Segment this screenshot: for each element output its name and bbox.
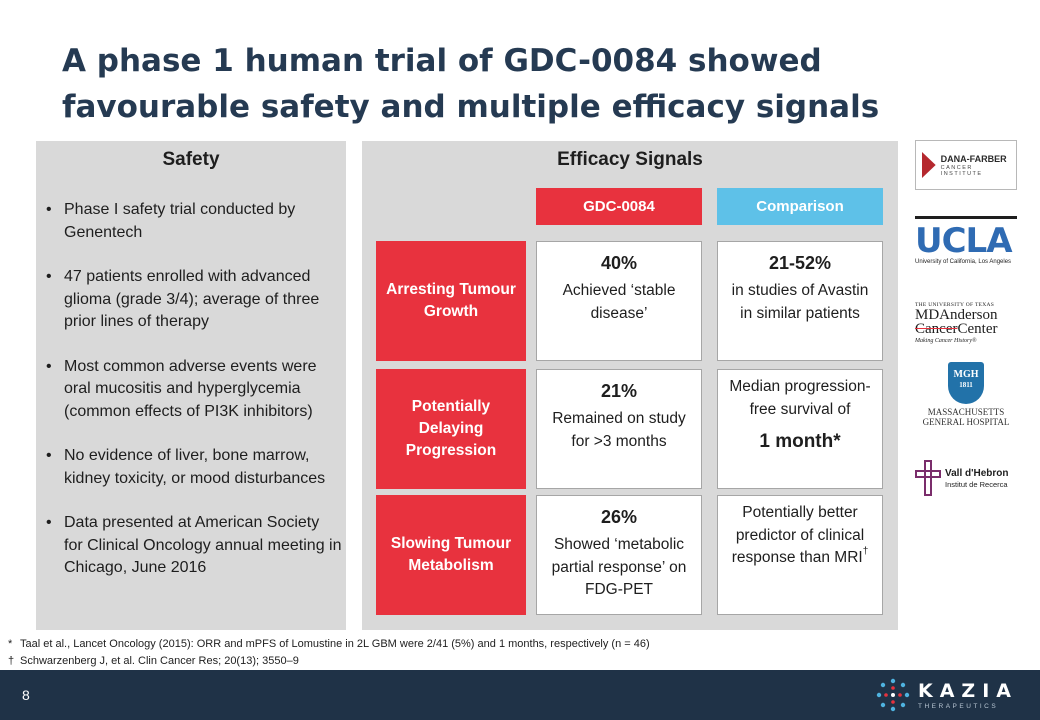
- safety-bullet: No evidence of liver, bone marrow, kidne…: [46, 445, 342, 490]
- cell-gdc-slowing-metabolism: 26% Showed ‘metabolic partial response’ …: [536, 495, 702, 615]
- footnote: * Taal et al., Lancet Oncology (2015): OR…: [8, 636, 908, 653]
- cell-comparison-delaying-progression: Median progression-free survival of 1 mo…: [717, 369, 883, 489]
- row-label-arresting-growth: Arresting Tumour Growth: [376, 241, 526, 361]
- cell-value: 1 month*: [759, 431, 841, 452]
- safety-bullet: Most common adverse events were oral muc…: [46, 356, 342, 424]
- kazia-logo: KAZIA THERAPEUTICS: [876, 678, 1018, 712]
- cell-gdc-delaying-progression: 21% Remained on study for >3 months: [536, 369, 702, 489]
- md-anderson-cancer: Cancer: [915, 321, 958, 337]
- vall-hebron-sub: Institut de Recerca: [945, 479, 1008, 489]
- ucla-sub: University of California, Los Angeles: [915, 259, 1012, 265]
- kazia-name: KAZIA: [918, 679, 1018, 702]
- vall-hebron-cross-icon: [915, 460, 941, 496]
- cell-text: Median progression-free survival of: [729, 378, 871, 418]
- dana-farber-sub: CANCER INSTITUTE: [940, 164, 983, 177]
- row-label-slowing-metabolism: Slowing Tumour Metabolism: [376, 495, 526, 615]
- dagger-footnote-mark: †: [862, 546, 869, 557]
- safety-panel: Safety Phase I safety trial conducted by…: [36, 141, 346, 630]
- md-anderson-line2: CancerCenter: [915, 321, 1017, 337]
- ucla-logo: UCLA University of California, Los Angel…: [915, 216, 1017, 270]
- footnote: † Schwarzenberg J, et al. Clin Cancer Res…: [8, 653, 908, 670]
- mgh-shield-icon: MGH 1811: [948, 362, 984, 404]
- safety-bullet: Data presented at American Society for C…: [46, 512, 342, 580]
- md-anderson-center: Center: [957, 321, 998, 337]
- mgh-shield-year: 1811: [959, 381, 973, 389]
- footer-bar: 8 KAZIA THERAPEUTICS: [0, 670, 1040, 720]
- safety-bullet-list: Phase I safety trial conducted by Genent…: [46, 199, 342, 602]
- cell-value: 40%: [600, 253, 638, 273]
- cell-text: Showed ‘metabolic partial response’ on F…: [551, 536, 687, 598]
- cell-text-body: Potentially better predictor of clinical…: [731, 504, 865, 566]
- slide-title: A phase 1 human trial of GDC-0084 showed…: [62, 43, 880, 125]
- vall-hebron-name: Vall d'Hebron: [945, 467, 1009, 479]
- ucla-wordmark: UCLA: [915, 221, 1013, 261]
- safety-heading: Safety: [162, 149, 220, 170]
- mgh-logo: MGH 1811 MASSACHUSETTS GENERAL HOSPITAL: [915, 362, 1017, 432]
- cell-value: 21-52%: [768, 253, 832, 273]
- dana-farber-logo: DANA-FARBER CANCER INSTITUTE: [915, 140, 1017, 190]
- column-header-gdc: GDC-0084: [536, 188, 702, 225]
- efficacy-panel: Efficacy Signals GDC-0084 Comparison Arr…: [362, 141, 898, 630]
- md-anderson-logo: THE UNIVERSITY OF TEXAS MDAnderson Cance…: [915, 302, 1017, 348]
- md-anderson-tagline: Making Cancer History®: [915, 338, 977, 344]
- partner-logos: DANA-FARBER CANCER INSTITUTE UCLA Univer…: [915, 140, 1017, 520]
- mgh-name-line2: GENERAL HOSPITAL: [922, 417, 1010, 427]
- cell-text: in studies of Avastin in similar patient…: [731, 282, 869, 322]
- md-anderson-top: THE UNIVERSITY OF TEXAS: [915, 302, 995, 308]
- page-number: 8: [22, 687, 30, 703]
- cell-text: Potentially better predictor of clinical…: [724, 502, 876, 570]
- cell-text: Remained on study for >3 months: [552, 410, 686, 450]
- cell-gdc-arresting-growth: 40% Achieved ‘stable disease’: [536, 241, 702, 361]
- cell-value: 21%: [600, 381, 638, 401]
- footnote-text: Taal et al., Lancet Oncology (2015): ORR…: [20, 638, 650, 650]
- kazia-dots-icon: [876, 678, 910, 712]
- cell-value: 26%: [600, 507, 638, 527]
- row-label-delaying-progression: Potentially Delaying Progression: [376, 369, 526, 489]
- vall-hebron-logo: Vall d'Hebron Institut de Recerca: [915, 456, 1017, 500]
- safety-bullet: Phase I safety trial conducted by Genent…: [46, 199, 342, 244]
- footnote-symbol: *: [8, 638, 13, 650]
- cell-comparison-slowing-metabolism: Potentially better predictor of clinical…: [717, 495, 883, 615]
- cell-text: Achieved ‘stable disease’: [562, 282, 676, 322]
- mgh-shield-text: MGH: [953, 369, 979, 380]
- safety-bullet: 47 patients enrolled with advanced gliom…: [46, 266, 342, 334]
- md-anderson-line1: MDAnderson: [915, 307, 998, 323]
- dana-farber-mark-icon: [922, 152, 936, 178]
- dana-farber-name: DANA-FARBER: [940, 153, 1007, 164]
- column-header-comparison: Comparison: [717, 188, 883, 225]
- mgh-name-line1: MASSACHUSETTS: [927, 407, 1005, 417]
- kazia-sub: THERAPEUTICS: [918, 702, 999, 710]
- cell-comparison-arresting-growth: 21-52% in studies of Avastin in similar …: [717, 241, 883, 361]
- footnote-symbol: †: [8, 655, 15, 667]
- efficacy-heading: Efficacy Signals: [557, 149, 703, 170]
- footnote-text: Schwarzenberg J, et al. Clin Cancer Res;…: [20, 655, 299, 667]
- footnotes: * Taal et al., Lancet Oncology (2015): OR…: [8, 636, 908, 670]
